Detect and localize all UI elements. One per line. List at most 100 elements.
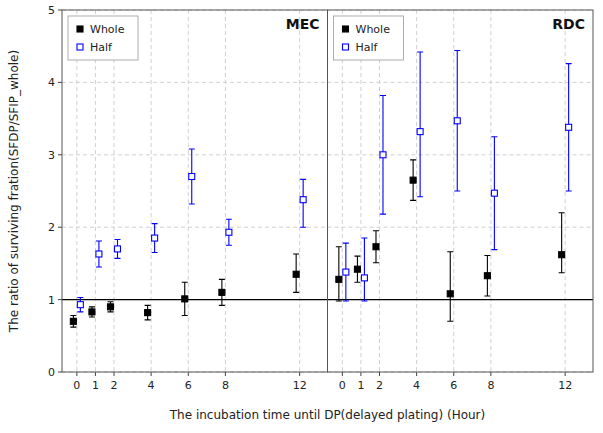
tick-label-x: 12 — [558, 379, 572, 392]
panel: 01246812012345MECWholeHalf — [48, 4, 328, 392]
tick-label-x: 1 — [357, 379, 364, 392]
tick-x — [188, 372, 189, 376]
plot-area — [62, 149, 328, 327]
marker — [336, 276, 342, 282]
error-bar — [226, 219, 232, 245]
legend: Whole Half — [334, 16, 404, 60]
marker — [454, 118, 460, 124]
error-bar — [145, 305, 151, 319]
grid-line-y — [328, 82, 594, 83]
tick-y — [58, 372, 62, 373]
tick-x — [225, 372, 226, 376]
tick-y — [58, 10, 62, 11]
error-bar — [454, 51, 460, 191]
tick-x — [416, 372, 417, 376]
error-bar — [293, 254, 299, 292]
error-bar — [343, 243, 349, 301]
tick-label-x: 4 — [413, 379, 420, 392]
tick-x — [76, 372, 77, 376]
grid-line-x — [379, 10, 380, 372]
marker — [373, 244, 379, 250]
legend-marker — [77, 44, 83, 50]
marker — [114, 246, 120, 252]
tick-x — [151, 372, 152, 376]
error-bar — [336, 247, 342, 301]
marker — [343, 269, 349, 275]
error-bar — [152, 224, 158, 253]
marker — [559, 252, 565, 258]
grid-line-x — [453, 10, 454, 372]
tick-x — [379, 372, 380, 376]
grid-line-y — [328, 299, 594, 300]
error-bar — [410, 160, 416, 201]
legend: WholeHalf — [68, 16, 138, 60]
tick-label-x: 4 — [148, 379, 155, 392]
tick-x — [95, 372, 96, 376]
error-bar — [77, 297, 83, 311]
legend-marker — [77, 26, 83, 32]
error-bar — [566, 64, 572, 191]
error-bar — [484, 255, 490, 296]
series — [336, 160, 565, 321]
error-bar — [107, 302, 113, 312]
legend-marker — [343, 44, 349, 50]
grid-line-y — [328, 154, 594, 155]
error-bar — [89, 307, 95, 317]
tick-x — [490, 372, 491, 376]
marker — [354, 266, 360, 272]
marker — [491, 190, 497, 196]
tick-label-y: 0 — [48, 366, 55, 379]
legend-box — [334, 16, 404, 60]
marker — [417, 129, 423, 135]
tick-label-x: 1 — [92, 379, 99, 392]
legend-label: Whole — [356, 23, 391, 36]
marker — [89, 309, 95, 315]
legend-box — [68, 16, 138, 60]
marker — [447, 291, 453, 297]
tick-label-y: 5 — [48, 4, 55, 17]
tick-label-x: 0 — [339, 379, 346, 392]
error-bar — [300, 179, 306, 227]
tick-x — [565, 372, 566, 376]
grid-line-x — [565, 10, 566, 372]
legend-label: Half — [356, 41, 379, 54]
error-bar — [354, 256, 360, 282]
tick-y — [58, 82, 62, 83]
grid-line-x — [360, 10, 361, 372]
marker — [107, 304, 113, 310]
x-axis-label: The incubation time until DP(delayed pla… — [169, 408, 485, 422]
grid-line-x — [188, 10, 189, 372]
error-bar — [491, 137, 497, 250]
series — [70, 254, 299, 327]
panel-title: RDC — [552, 16, 585, 32]
tick-label-x: 8 — [222, 379, 229, 392]
panel-title: MEC — [286, 16, 320, 32]
grid-line-x — [95, 10, 96, 372]
marker — [293, 271, 299, 277]
error-bar — [189, 149, 195, 204]
plot-area — [328, 51, 594, 322]
grid-line-y — [62, 299, 328, 300]
grid-line-y — [62, 227, 328, 228]
marker — [410, 177, 416, 183]
error-bar — [447, 252, 453, 322]
tick-label-y: 4 — [48, 76, 55, 89]
tick-label-x: 0 — [73, 379, 80, 392]
marker — [96, 251, 102, 257]
marker — [189, 174, 195, 180]
legend-label: Half — [90, 41, 113, 54]
marker — [77, 302, 83, 308]
tick-label-y: 1 — [48, 294, 55, 307]
y-axis-label: The ratio of surviving fration(SFDP/SFIP… — [7, 50, 21, 333]
marker — [484, 273, 490, 279]
chart: 01246812012345MECWholeHalfThe incubation… — [0, 0, 603, 433]
tick-label-x: 2 — [376, 379, 383, 392]
marker — [361, 275, 367, 281]
tick-x — [453, 372, 454, 376]
grid-line-x — [225, 10, 226, 372]
marker — [566, 124, 572, 130]
marker — [300, 197, 306, 203]
grid-line-x — [342, 10, 343, 372]
tick-x — [299, 372, 300, 376]
error-bar — [373, 231, 379, 263]
